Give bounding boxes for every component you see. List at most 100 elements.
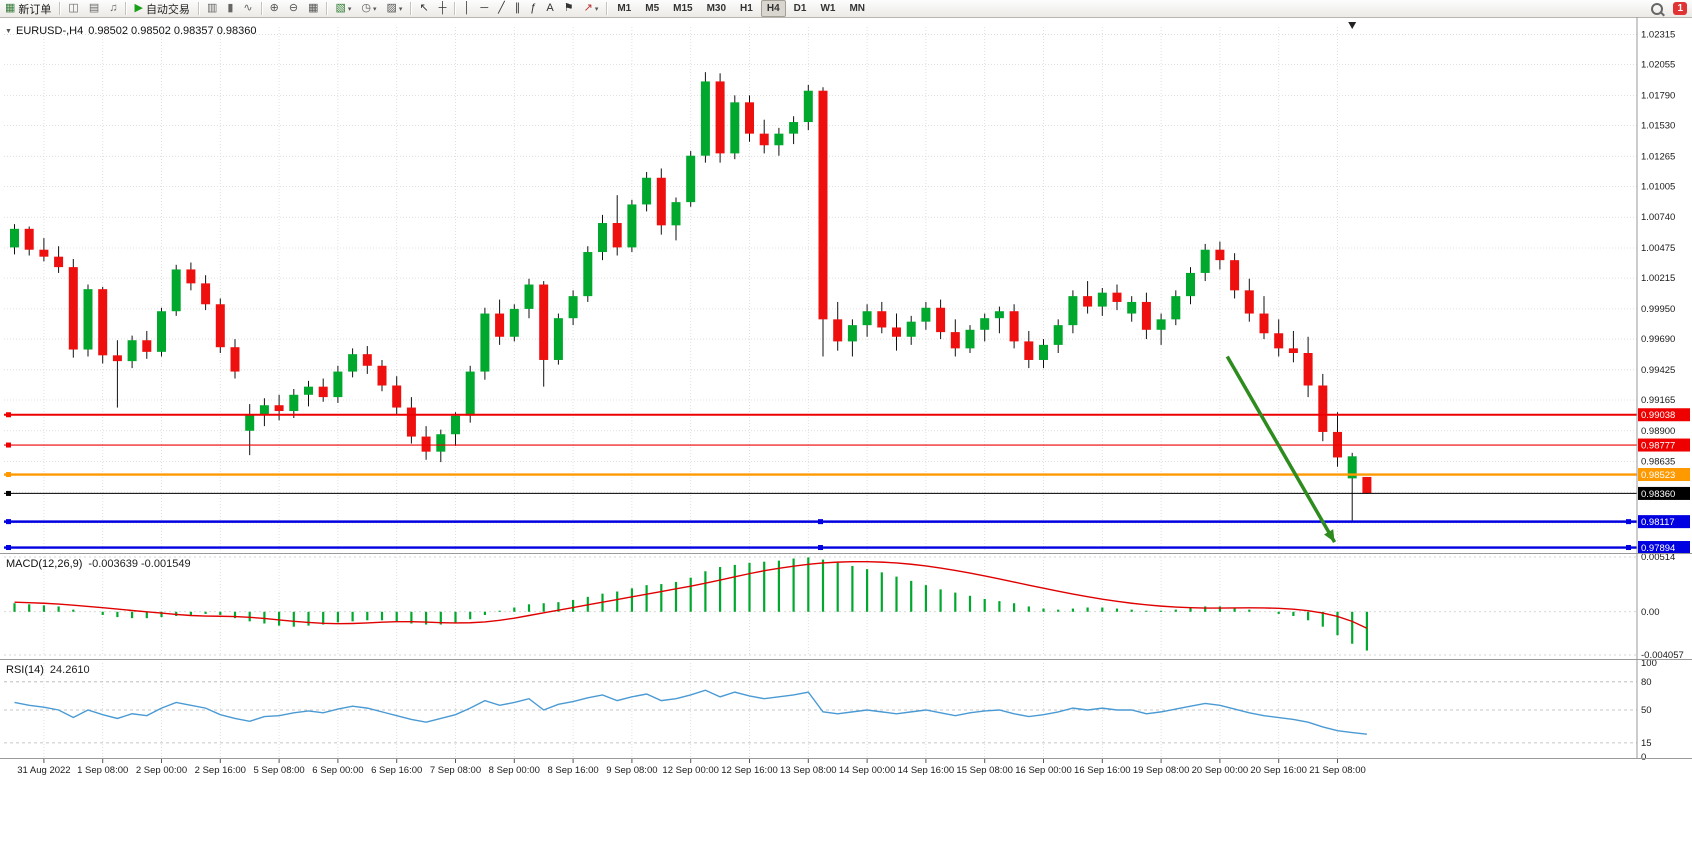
- zoom-out-button[interactable]: ⊖: [285, 0, 302, 17]
- svg-text:1.01530: 1.01530: [1641, 121, 1675, 132]
- rsi-label: RSI(14) 24.2610: [6, 664, 90, 676]
- svg-text:1.00215: 1.00215: [1641, 273, 1675, 284]
- chart-collapse-button[interactable]: ▼: [5, 28, 12, 35]
- svg-text:2 Sep 16:00: 2 Sep 16:00: [195, 765, 246, 776]
- zoom-in-icon: ⊕: [269, 2, 279, 14]
- timeframe-button-w1[interactable]: W1: [820, 3, 836, 14]
- svg-text:0.98360: 0.98360: [1641, 489, 1675, 500]
- price-chart[interactable]: 1.02315 1.02055 1.01790 1.01530 1.01265 1.010…: [0, 17, 1692, 848]
- svg-text:0.99038: 0.99038: [1641, 410, 1675, 421]
- svg-text:0.00: 0.00: [1641, 607, 1660, 618]
- chevron-down-icon: ▾: [347, 5, 352, 13]
- svg-text:0.99165: 0.99165: [1641, 395, 1675, 406]
- svg-text:15 Sep 08:00: 15 Sep 08:00: [956, 765, 1013, 776]
- svg-text:0.98635: 0.98635: [1641, 457, 1675, 468]
- equidistant-channel-button[interactable]: ∥: [511, 0, 525, 17]
- svg-text:1.00475: 1.00475: [1641, 243, 1675, 254]
- timeframe-button-h4[interactable]: H4: [760, 0, 786, 17]
- svg-text:16 Sep 00:00: 16 Sep 00:00: [1015, 765, 1072, 776]
- svg-text:20 Sep 00:00: 20 Sep 00:00: [1192, 765, 1249, 776]
- toolbar-separator: [125, 2, 127, 15]
- timeframe-button-m5[interactable]: M5: [645, 3, 660, 14]
- svg-text:5 Sep 08:00: 5 Sep 08:00: [253, 765, 304, 776]
- timeframe-button-d1[interactable]: D1: [793, 3, 807, 14]
- svg-text:0.98777: 0.98777: [1641, 441, 1675, 452]
- vline-icon: │: [463, 2, 471, 14]
- svg-text:1.02055: 1.02055: [1641, 60, 1675, 71]
- svg-text:0.97894: 0.97894: [1641, 543, 1675, 554]
- price-axis[interactable]: 1.02315 1.02055 1.01790 1.01530 1.01265 1.010…: [1641, 29, 1675, 467]
- chevron-down-icon: ▾: [398, 5, 403, 13]
- rsi-value: 24.2610: [49, 664, 90, 676]
- timeframe-button-m30[interactable]: M30: [706, 3, 727, 14]
- toolbar-separator: [410, 2, 412, 15]
- candles-icon: ▮: [227, 2, 234, 14]
- arrowhead-icon: [1324, 529, 1335, 543]
- rsi-panel: 100 80 50 15 0: [14, 658, 1657, 763]
- fibo-icon: ƒ: [530, 2, 537, 14]
- svg-text:14 Sep 00:00: 14 Sep 00:00: [839, 765, 896, 776]
- period-button[interactable]: ◷ ▾: [357, 0, 380, 17]
- symbol-ohlc: 0.98502 0.98502 0.98357 0.98360: [88, 25, 257, 37]
- new-chart-button[interactable]: ▧ ▾: [331, 0, 355, 17]
- cursor-icon: ↖: [419, 2, 429, 14]
- svg-text:14 Sep 16:00: 14 Sep 16:00: [898, 765, 955, 776]
- price-axis-badges: 0.99038 0.98777 0.98523 0.98360 0.98117 0.978…: [1638, 408, 1690, 555]
- chevron-down-icon: ▾: [373, 5, 377, 13]
- autotrading-button[interactable]: ▶ 自动交易: [130, 0, 193, 17]
- zoom-in-button[interactable]: ⊕: [266, 0, 283, 17]
- macd-name: MACD(12,26,9): [6, 558, 83, 570]
- timeframe-button-m1[interactable]: M1: [617, 3, 632, 14]
- svg-text:0: 0: [1641, 752, 1646, 763]
- text-button[interactable]: A: [542, 0, 557, 17]
- panel-separators: [0, 17, 1692, 759]
- chevron-down-icon: ▾: [594, 5, 599, 13]
- svg-text:12 Sep 00:00: 12 Sep 00:00: [662, 765, 719, 776]
- horizontal-line-button[interactable]: ─: [476, 0, 492, 17]
- tile-windows-button[interactable]: ▦: [304, 0, 322, 17]
- templates-button[interactable]: ▨ ▾: [383, 0, 407, 17]
- hline-icon: ─: [480, 2, 489, 14]
- new-order-button[interactable]: ▦ 新订单: [1, 0, 55, 17]
- svg-text:50: 50: [1641, 705, 1652, 716]
- arrows-button[interactable]: ↗ ▾: [580, 0, 603, 17]
- macd-panel: 0.00514 0.00 -0.004057: [13, 552, 1684, 661]
- vertical-line-button[interactable]: │: [459, 0, 474, 17]
- svg-text:20 Sep 16:00: 20 Sep 16:00: [1250, 765, 1307, 776]
- clock-icon: ◷: [361, 2, 371, 14]
- timeframe-button-m15[interactable]: M15: [673, 3, 693, 14]
- svg-text:12 Sep 16:00: 12 Sep 16:00: [721, 765, 778, 776]
- crosshair-button[interactable]: ┼: [435, 0, 451, 17]
- cursor-button[interactable]: ↖: [415, 0, 432, 17]
- time-axis[interactable]: 31 Aug 2022 1 Sep 08:00 2 Sep 00:00 2 Sep 1…: [17, 759, 1366, 776]
- notification-badge[interactable]: 1: [1673, 2, 1687, 15]
- svg-text:1.01265: 1.01265: [1641, 151, 1675, 162]
- svg-text:100: 100: [1641, 658, 1657, 669]
- line-chart-button[interactable]: ∿: [239, 0, 256, 17]
- timeframe-button-mn[interactable]: MN: [849, 3, 865, 14]
- autotrading-button-label: 自动交易: [145, 3, 190, 16]
- fibonacci-button[interactable]: ƒ: [526, 0, 540, 17]
- charts-window-icon[interactable]: ◫: [64, 0, 82, 17]
- bar-chart-button[interactable]: ▥: [203, 0, 221, 17]
- profiles-icon[interactable]: ▤: [85, 0, 103, 17]
- horizontal-lines[interactable]: [4, 412, 1637, 551]
- candlestick-chart-button[interactable]: ▮: [223, 0, 237, 17]
- linechart-icon: ∿: [243, 2, 253, 14]
- folder-icon: ▤: [88, 2, 100, 14]
- arrowtool-icon: ↗: [583, 2, 593, 14]
- svg-text:9 Sep 08:00: 9 Sep 08:00: [606, 765, 657, 776]
- trendline-button[interactable]: ╱: [494, 0, 509, 17]
- toolbar-separator: [260, 2, 262, 15]
- chart-container: 1.02315 1.02055 1.01790 1.01530 1.01265 1.010…: [0, 17, 1692, 848]
- label-button[interactable]: ⚑: [560, 0, 578, 17]
- alerts-icon[interactable]: ♫: [105, 0, 121, 17]
- timeframe-button-h1[interactable]: H1: [740, 3, 753, 14]
- svg-text:2 Sep 00:00: 2 Sep 00:00: [136, 765, 187, 776]
- svg-text:1 Sep 08:00: 1 Sep 08:00: [77, 765, 128, 776]
- svg-text:0.00514: 0.00514: [1641, 552, 1675, 563]
- zoom-out-icon: ⊖: [288, 2, 299, 14]
- annotations[interactable]: [1225, 22, 1357, 544]
- search-icon[interactable]: [1651, 2, 1664, 15]
